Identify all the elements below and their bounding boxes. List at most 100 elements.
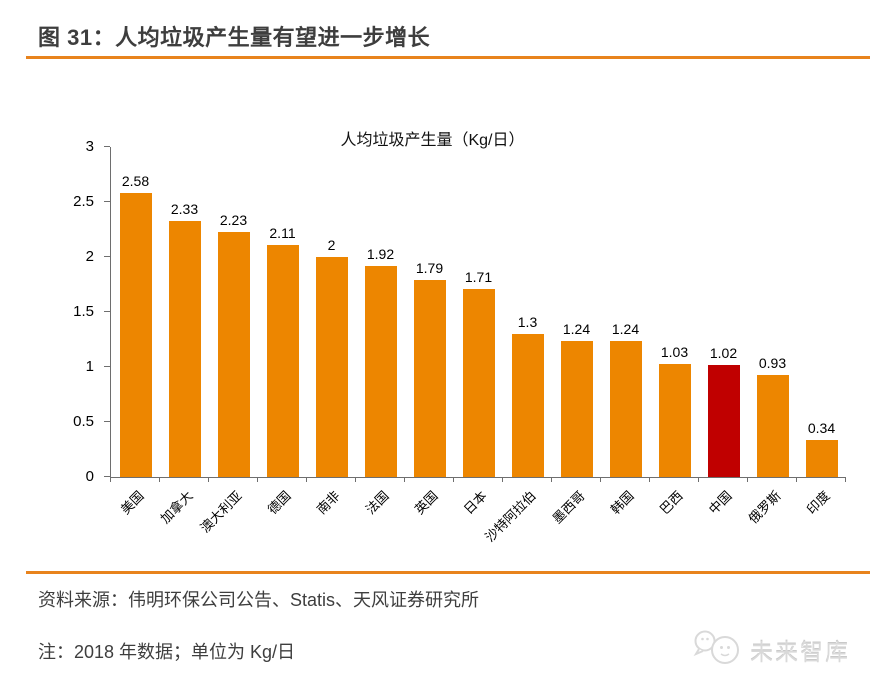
y-axis: 0 0.5 1 1.5 2 2.5 3 xyxy=(0,138,110,485)
source-note: 资料来源：伟明环保公司公告、Statis、天风证券研究所 xyxy=(38,590,480,610)
bar-value-label: 2.11 xyxy=(269,225,296,241)
y-axis-tick xyxy=(104,256,110,257)
chat-bubbles-icon xyxy=(692,628,744,671)
y-axis-label: 0.5 xyxy=(73,413,94,430)
bar-法国 xyxy=(364,266,397,477)
y-axis-tick xyxy=(104,146,110,147)
bar-slot-巴西: 1.03 xyxy=(650,147,699,477)
bar-沙特阿拉伯 xyxy=(511,334,544,477)
y-axis-label: 2 xyxy=(85,248,94,265)
y-axis-label: 2.5 xyxy=(73,193,94,210)
x-axis-tick xyxy=(747,478,748,482)
bar-slot-中国: 1.02 xyxy=(699,147,748,477)
bar-value-label: 2.58 xyxy=(121,173,150,189)
x-axis-label-中国: 中国 xyxy=(706,488,736,518)
bar-韩国 xyxy=(609,341,642,477)
bottom-divider xyxy=(26,571,870,574)
bar-加拿大 xyxy=(168,221,201,477)
x-axis-tick xyxy=(208,478,209,482)
bar-slot-墨西哥: 1.24 xyxy=(552,147,601,477)
bar-value-label: 1.79 xyxy=(415,260,444,276)
x-axis-label-墨西哥: 墨西哥 xyxy=(550,488,589,527)
x-axis-label-巴西: 巴西 xyxy=(657,488,687,518)
x-axis-tick xyxy=(845,478,846,482)
bar-value-label: 1.02 xyxy=(709,345,738,361)
bar-印度 xyxy=(805,440,838,477)
bar-slot-澳大利亚: 2.23 xyxy=(209,147,258,477)
bar-value-label: 2.23 xyxy=(219,212,248,228)
chart-title: 人均垃圾产生量（Kg/日） xyxy=(340,132,525,149)
x-axis-label-南非: 南非 xyxy=(314,488,344,518)
data-note: 注：2018 年数据；单位为 Kg/日 xyxy=(38,642,296,662)
bar-slot-日本: 1.71 xyxy=(454,147,503,477)
bar-slot-俄罗斯: 0.93 xyxy=(748,147,797,477)
x-axis-label-德国: 德国 xyxy=(265,488,295,518)
x-axis-tick xyxy=(551,478,552,482)
bar-slot-德国: 2.11 xyxy=(258,147,307,477)
bar-slot-法国: 1.92 xyxy=(356,147,405,477)
top-divider xyxy=(26,56,870,59)
bar-slot-加拿大: 2.33 xyxy=(160,147,209,477)
y-axis-label: 3 xyxy=(85,138,94,155)
x-axis-label-加拿大: 加拿大 xyxy=(158,488,197,527)
bar-value-label: 1.24 xyxy=(611,321,640,337)
x-axis-tick xyxy=(453,478,454,482)
x-axis-labels: 美国 加拿大 澳大利亚 德国 南非 法国 英国 日本 沙特阿拉伯 墨西哥 韩国 巴西 中国 俄罗斯 印度 xyxy=(110,482,845,572)
x-axis-ticks xyxy=(110,478,846,483)
watermark-text: 未来智库 xyxy=(750,638,850,665)
x-axis-tick xyxy=(355,478,356,482)
x-axis-label-沙特阿拉伯: 沙特阿拉伯 xyxy=(482,488,540,545)
x-axis-label-俄罗斯: 俄罗斯 xyxy=(746,488,785,527)
x-axis-label-英国: 英国 xyxy=(412,488,442,518)
bar-value-label: 1.24 xyxy=(562,321,591,337)
bar-澳大利亚 xyxy=(217,232,250,477)
x-axis-tick xyxy=(306,478,307,482)
x-axis-tick xyxy=(159,478,160,482)
bar-value-label: 0.93 xyxy=(758,355,787,371)
x-axis-tick xyxy=(110,478,111,482)
bar-中国 xyxy=(707,365,740,477)
x-axis-label-日本: 日本 xyxy=(461,488,491,518)
x-axis-tick xyxy=(649,478,650,482)
bar-slot-印度: 0.34 xyxy=(797,147,846,477)
bar-slot-英国: 1.79 xyxy=(405,147,454,477)
bar-value-label: 0.34 xyxy=(807,420,836,436)
watermark: 未来智库 xyxy=(692,628,850,671)
x-axis-label-印度: 印度 xyxy=(804,488,834,518)
x-axis-tick xyxy=(257,478,258,482)
bar-slot-沙特阿拉伯: 1.3 xyxy=(503,147,552,477)
bar-日本 xyxy=(462,289,495,477)
y-axis-tick xyxy=(104,421,110,422)
bar-slot-美国: 2.58 xyxy=(111,147,160,477)
x-axis-label-韩国: 韩国 xyxy=(608,488,638,518)
y-axis-tick xyxy=(104,366,110,367)
bar-value-label: 1.03 xyxy=(660,344,689,360)
y-axis-label: 0 xyxy=(85,468,94,485)
y-axis-tick xyxy=(104,476,110,477)
bar-巴西 xyxy=(658,364,691,477)
x-axis-label-美国: 美国 xyxy=(118,488,148,518)
x-axis-label-澳大利亚: 澳大利亚 xyxy=(197,488,246,536)
bar-德国 xyxy=(266,245,299,477)
bar-value-label: 2.33 xyxy=(170,201,199,217)
y-axis-tick xyxy=(104,201,110,202)
x-axis-tick xyxy=(502,478,503,482)
bar-墨西哥 xyxy=(560,341,593,477)
bar-value-label: 1.3 xyxy=(517,314,538,330)
x-axis-tick xyxy=(796,478,797,482)
y-axis-tick xyxy=(104,311,110,312)
bar-value-label: 1.71 xyxy=(464,269,493,285)
bar-slot-韩国: 1.24 xyxy=(601,147,650,477)
y-axis-label: 1 xyxy=(85,358,94,375)
x-axis-label-法国: 法国 xyxy=(363,488,393,518)
bar-value-label: 2 xyxy=(327,237,336,253)
bar-value-label: 1.92 xyxy=(366,246,395,262)
bar-美国 xyxy=(119,193,152,477)
x-axis-tick xyxy=(600,478,601,482)
bar-slot-南非: 2 xyxy=(307,147,356,477)
y-axis-label: 1.5 xyxy=(73,303,94,320)
bar-英国 xyxy=(413,280,446,477)
x-axis-tick xyxy=(404,478,405,482)
bar-俄罗斯 xyxy=(756,375,789,477)
